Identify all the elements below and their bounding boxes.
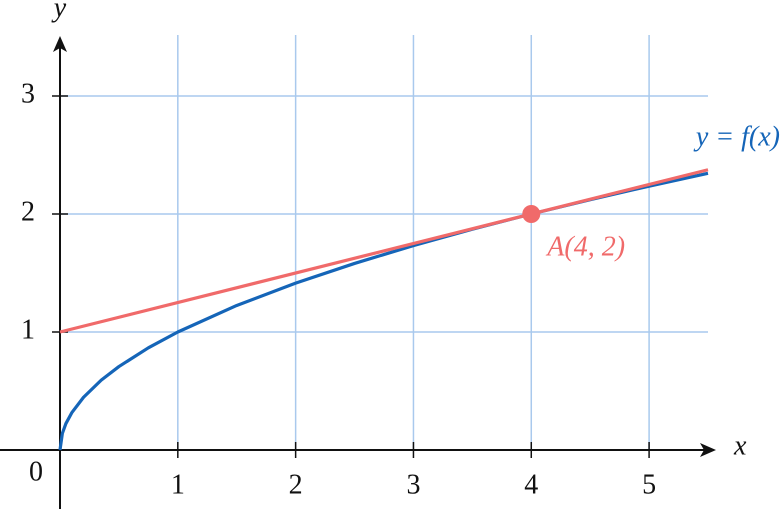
x-axis-label: x [733,430,747,461]
y-tick-label: 3 [21,78,35,109]
x-tick-label: 1 [171,469,185,500]
x-tick-label: 5 [642,469,656,500]
y-axis-arrow [53,36,67,52]
point-label: A(4, 2) [545,231,625,262]
y-axis-label: y [51,0,67,23]
origin-label: 0 [29,456,43,487]
x-tick-label: 4 [524,469,538,500]
y-tick-label: 1 [21,314,35,345]
series-line [59,168,709,334]
x-tick-label: 3 [406,469,420,500]
grid [60,35,708,450]
series-label: y = f(x) [693,121,780,152]
point [522,205,541,223]
x-axis-arrow [700,443,716,457]
x-tick-label: 2 [289,469,303,500]
series-line [58,171,709,451]
y-tick-label: 2 [21,196,35,227]
